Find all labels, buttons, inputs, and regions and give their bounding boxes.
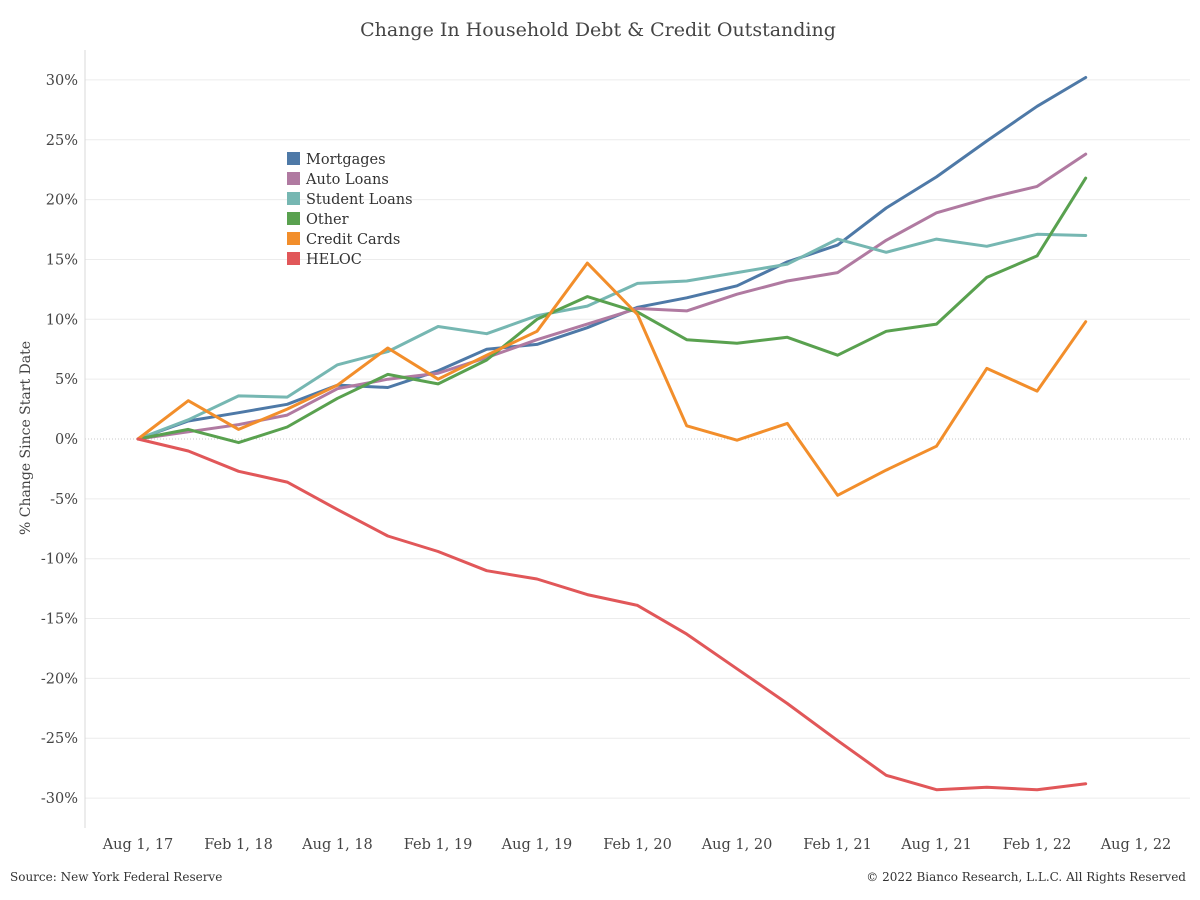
- series-line-other: [136, 176, 1088, 445]
- x-tick-label: Aug 1, 20: [701, 837, 773, 853]
- x-tick-label: Feb 1, 21: [803, 837, 872, 853]
- y-tick-label: -5%: [50, 492, 78, 508]
- y-tick-label: 10%: [46, 312, 78, 328]
- legend-label: Credit Cards: [306, 232, 400, 248]
- legend-item: Credit Cards: [287, 232, 400, 248]
- legend-item: Auto Loans: [287, 172, 389, 188]
- x-tick-label: Aug 1, 17: [102, 837, 174, 853]
- legend-swatch: [287, 152, 300, 165]
- legend-item: HELOC: [287, 252, 362, 268]
- series-line-heloc: [136, 437, 1088, 792]
- x-axis-ticks: Aug 1, 17 Feb 1, 18 Aug 1, 18 Feb 1, 19 Aug …: [102, 837, 1172, 853]
- y-axis-label: % Change Since Start Date: [18, 341, 34, 535]
- x-tick-label: Aug 1, 22: [1100, 837, 1172, 853]
- y-axis-ticks: 30% 25% 20% 15% 10% 5% 0% -5% -10% -15% -20% -25% -3…: [41, 73, 78, 807]
- y-tick-label: 30%: [46, 73, 78, 89]
- legend-label: Mortgages: [306, 152, 386, 168]
- series-lines: [136, 76, 1088, 792]
- legend-item: Student Loans: [287, 192, 413, 208]
- grid: [84, 50, 1190, 828]
- copyright-note: © 2022 Bianco Research, L.L.C. All Right…: [866, 870, 1186, 884]
- x-tick-label: Feb 1, 19: [404, 837, 473, 853]
- legend-label: Auto Loans: [305, 172, 389, 188]
- legend-swatch: [287, 252, 300, 265]
- y-tick-label: 20%: [46, 193, 78, 209]
- legend-swatch: [287, 212, 300, 225]
- legend-swatch: [287, 172, 300, 185]
- y-tick-label: 15%: [46, 252, 78, 268]
- series-line-auto-loans: [136, 152, 1088, 441]
- legend-item: Other: [287, 212, 349, 228]
- y-tick-label: -15%: [41, 612, 78, 628]
- legend-label: Student Loans: [306, 192, 413, 208]
- legend: Mortgages Auto Loans Student Loans Other Cre…: [287, 152, 413, 268]
- series-line-credit-cards: [136, 261, 1088, 497]
- legend-label: HELOC: [306, 252, 362, 268]
- y-tick-label: 0%: [55, 432, 78, 448]
- series-line-mortgages: [136, 76, 1088, 441]
- x-tick-label: Feb 1, 22: [1003, 837, 1072, 853]
- y-tick-label: -30%: [41, 791, 78, 807]
- source-note: Source: New York Federal Reserve: [10, 870, 222, 884]
- legend-swatch: [287, 232, 300, 245]
- y-tick-label: 25%: [46, 133, 78, 149]
- x-tick-label: Feb 1, 20: [603, 837, 672, 853]
- y-tick-label: 5%: [55, 372, 78, 388]
- series-line-student-loans: [136, 232, 1088, 441]
- x-tick-label: Aug 1, 19: [501, 837, 573, 853]
- legend-label: Other: [306, 212, 349, 228]
- x-tick-label: Aug 1, 18: [301, 837, 373, 853]
- y-tick-label: -10%: [41, 552, 78, 568]
- legend-item: Mortgages: [287, 152, 386, 168]
- legend-swatch: [287, 192, 300, 205]
- x-tick-label: Aug 1, 21: [900, 837, 972, 853]
- x-tick-label: Feb 1, 18: [204, 837, 273, 853]
- y-tick-label: -25%: [41, 731, 78, 747]
- y-tick-label: -20%: [41, 671, 78, 687]
- chart-title: Change In Household Debt & Credit Outsta…: [360, 19, 836, 41]
